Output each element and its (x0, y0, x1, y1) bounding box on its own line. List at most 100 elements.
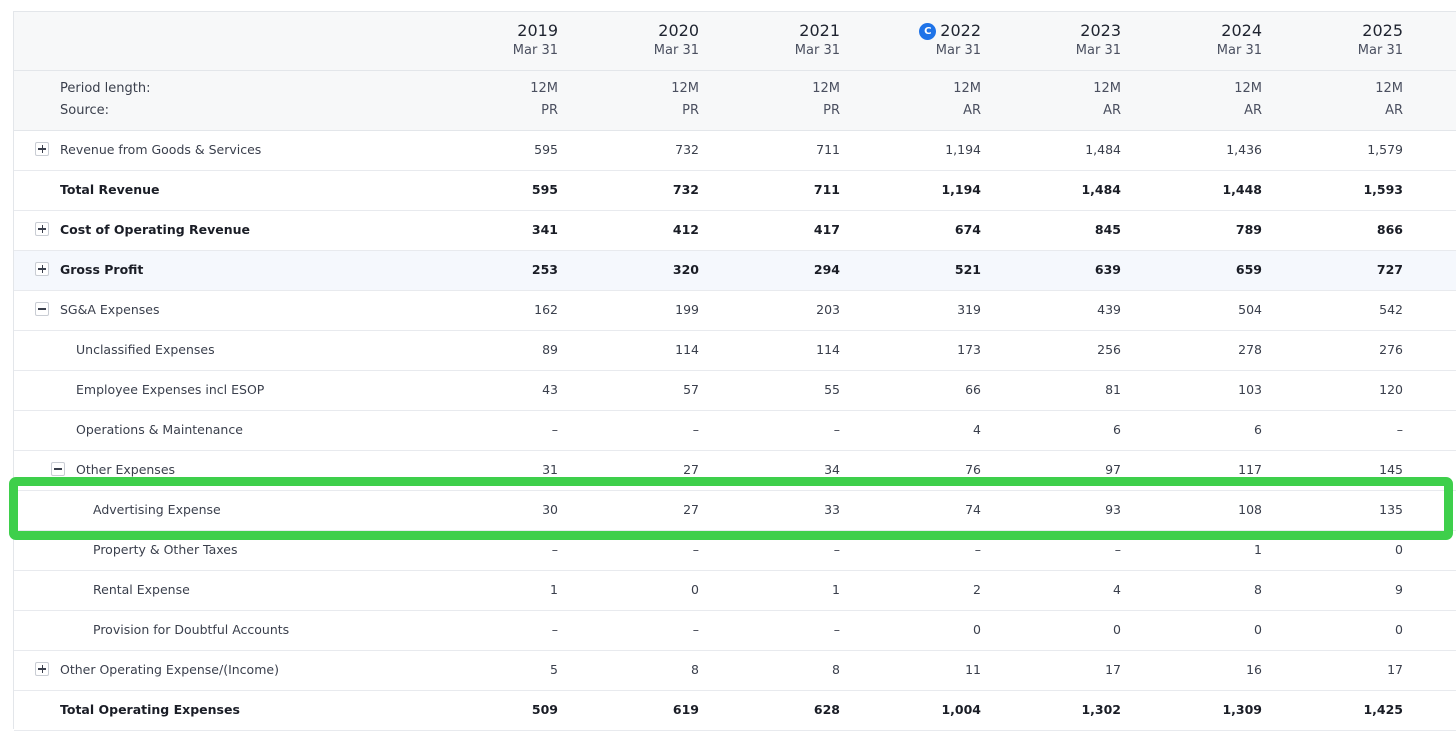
column-year-label: 2019 (517, 21, 558, 40)
column-date: Mar 31 (1357, 43, 1403, 58)
period-length-value: 12M (671, 81, 699, 96)
row-value: 5 (550, 662, 558, 677)
source-value: PR (682, 103, 699, 118)
row-value: 439 (1097, 302, 1121, 317)
row-value: 1 (832, 582, 840, 597)
row-value: 639 (1094, 262, 1121, 277)
row-value: 0 (1395, 542, 1403, 557)
row-value: 1,579 (1367, 142, 1403, 157)
row-value: 114 (816, 342, 840, 357)
row-value: 57 (683, 382, 699, 397)
row-value: 27 (683, 502, 699, 517)
row-value: 74 (965, 502, 981, 517)
column-year-2020: 2020 (569, 21, 699, 40)
table-row[interactable]: Operations & Maintenance – – – 4 6 6 – (14, 411, 1456, 451)
collapse-icon[interactable] (51, 462, 65, 476)
row-value: – (692, 422, 699, 437)
column-year-2021: 2021 (710, 21, 840, 40)
row-value: 732 (672, 182, 699, 197)
row-value: 1,194 (941, 182, 981, 197)
table-row[interactable]: Employee Expenses incl ESOP 43 57 55 66 81 103… (14, 371, 1456, 411)
row-value: 8 (832, 662, 840, 677)
row-label: Total Operating Expenses (60, 702, 240, 717)
row-value: 253 (531, 262, 558, 277)
source-value: AR (963, 103, 981, 118)
table-row[interactable]: Advertising Expense 30 27 33 74 93 108 135 (14, 491, 1456, 531)
row-label: Total Revenue (60, 182, 160, 197)
table-row[interactable]: Cost of Operating Revenue 341 412 417 674 845… (14, 211, 1456, 251)
row-label: Gross Profit (60, 262, 144, 277)
expand-icon[interactable] (35, 662, 49, 676)
row-value: 108 (1238, 502, 1262, 517)
column-date: Mar 31 (935, 43, 981, 58)
row-label: Provision for Doubtful Accounts (93, 622, 290, 637)
table-row[interactable]: Rental Expense 1 0 1 2 4 8 9 (14, 571, 1456, 611)
table-row[interactable]: Provision for Doubtful Accounts – – – 0 0 0 0 (14, 611, 1456, 651)
row-value: 55 (824, 382, 840, 397)
table-row[interactable]: Total Operating Expenses 509 619 628 1,004 1,… (14, 691, 1456, 731)
row-label: SG&A Expenses (60, 302, 160, 317)
row-value: – (551, 422, 558, 437)
table-row[interactable]: Other Operating Expense/(Income) 5 8 8 11 17 1… (14, 651, 1456, 691)
table-row[interactable]: SG&A Expenses 162 199 203 319 439 504 542 (14, 291, 1456, 331)
table-row[interactable]: Revenue from Goods & Services 595 732 711 1,… (14, 131, 1456, 171)
financial-table: 2019 Mar 31 2020 Mar 31 2021 Mar 31 C 2022 Mar 3… (13, 11, 1456, 731)
row-value: 1,436 (1226, 142, 1262, 157)
row-value: 17 (1105, 662, 1121, 677)
row-value: 8 (1254, 582, 1262, 597)
column-date: Mar 31 (653, 43, 699, 58)
period-length-value: 12M (530, 81, 558, 96)
table-row[interactable]: Gross Profit 253 320 294 521 639 659 727 (14, 251, 1456, 291)
row-value: 789 (1235, 222, 1262, 237)
table-row[interactable]: Property & Other Taxes – – – – – 1 0 (14, 531, 1456, 571)
row-value: 711 (816, 142, 840, 157)
source-value: AR (1103, 103, 1121, 118)
expand-icon[interactable] (35, 222, 49, 236)
row-value: 417 (813, 222, 840, 237)
table-row[interactable]: Total Revenue 595 732 711 1,194 1,484 1,448 1,5… (14, 171, 1456, 211)
row-value: 81 (1105, 382, 1121, 397)
column-year-label: 2023 (1080, 21, 1121, 40)
collapse-icon[interactable] (35, 302, 49, 316)
row-value: 0 (1254, 622, 1262, 637)
row-value: 595 (531, 182, 558, 197)
row-value: 341 (531, 222, 558, 237)
source-value: PR (541, 103, 558, 118)
row-value: 17 (1387, 662, 1403, 677)
expand-icon[interactable] (35, 142, 49, 156)
row-value: 199 (675, 302, 699, 317)
row-value: 31 (542, 462, 558, 477)
row-value: 1,309 (1222, 702, 1262, 717)
row-value: 412 (672, 222, 699, 237)
row-value: 27 (683, 462, 699, 477)
column-date: Mar 31 (1216, 43, 1262, 58)
period-length-value: 12M (1375, 81, 1403, 96)
row-value: 11 (965, 662, 981, 677)
column-year-label: 2021 (799, 21, 840, 40)
row-value: 16 (1246, 662, 1262, 677)
row-value: – (551, 542, 558, 557)
row-value: 711 (813, 182, 840, 197)
row-value: 173 (957, 342, 981, 357)
row-value: 103 (1238, 382, 1262, 397)
row-value: 2 (973, 582, 981, 597)
row-value: 276 (1379, 342, 1403, 357)
row-value: 319 (957, 302, 981, 317)
row-value: 93 (1105, 502, 1121, 517)
row-value: – (833, 542, 840, 557)
row-value: – (974, 542, 981, 557)
column-year-2025: 2025 (1273, 21, 1403, 40)
table-row[interactable]: Other Expenses 31 27 34 76 97 117 145 (14, 451, 1456, 491)
expand-icon[interactable] (35, 262, 49, 276)
row-value: 203 (816, 302, 840, 317)
row-label: Employee Expenses incl ESOP (76, 382, 265, 397)
row-value: – (551, 622, 558, 637)
table-row[interactable]: Unclassified Expenses 89 114 114 173 256 278 27… (14, 331, 1456, 371)
row-value: 1,448 (1222, 182, 1262, 197)
row-value: 256 (1097, 342, 1121, 357)
row-value: 542 (1379, 302, 1403, 317)
column-date: Mar 31 (794, 43, 840, 58)
row-value: – (1114, 542, 1121, 557)
period-length-value: 12M (1234, 81, 1262, 96)
row-value: 1 (1254, 542, 1262, 557)
